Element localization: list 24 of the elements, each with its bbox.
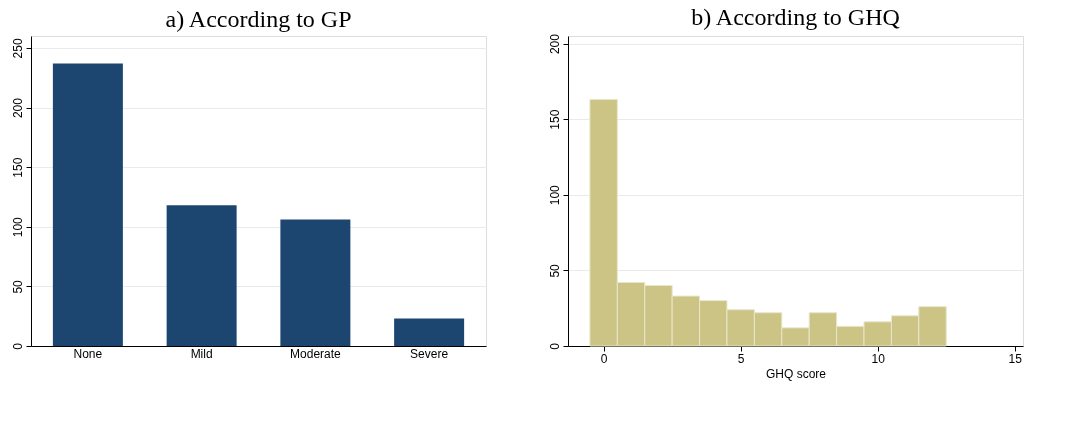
y-tick-label: 100 bbox=[10, 216, 25, 238]
chart-title: a) According to GP bbox=[165, 6, 352, 32]
bar bbox=[280, 219, 351, 346]
bar bbox=[52, 63, 123, 346]
bar bbox=[166, 205, 237, 346]
y-tick-label: 150 bbox=[10, 157, 25, 178]
x-tick-label: 0 bbox=[600, 351, 608, 366]
y-tick-label: 200 bbox=[547, 33, 562, 55]
y-tick-label: 100 bbox=[547, 184, 562, 206]
chart-title: b) According to GHQ bbox=[691, 3, 900, 30]
y-tick-label: 250 bbox=[10, 38, 25, 59]
y-tick-label: 150 bbox=[547, 109, 562, 130]
y-tick-label: 50 bbox=[10, 279, 25, 294]
x-tick-label: None bbox=[73, 346, 103, 361]
x-axis-title: GHQ score bbox=[765, 366, 827, 381]
bar bbox=[394, 318, 465, 346]
x-tick-label: 5 bbox=[737, 351, 745, 366]
x-tick-label: 15 bbox=[1008, 351, 1023, 366]
y-tick-label: 200 bbox=[10, 97, 25, 119]
x-tick-label: Moderate bbox=[290, 346, 342, 361]
x-tick-label: Severe bbox=[410, 346, 449, 361]
y-tick-label: 50 bbox=[547, 263, 562, 278]
x-tick-label: Mild bbox=[190, 346, 213, 361]
x-tick-label: 10 bbox=[871, 351, 886, 366]
